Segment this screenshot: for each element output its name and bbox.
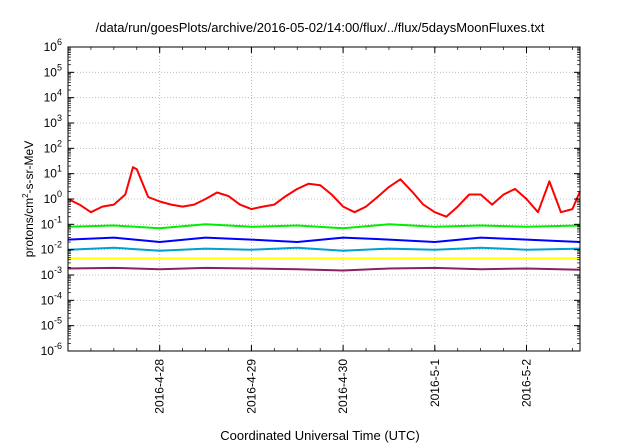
y-axis-label-main: protons/cm (22, 198, 36, 257)
y-tick-label: 104 (44, 88, 62, 105)
y-axis-label: protons/cm2-s-sr-MeV (21, 141, 36, 257)
y-tick-label: 10-1 (41, 214, 62, 231)
y-tick-label: 10-4 (41, 290, 62, 307)
y-tick-label: 10-6 (41, 341, 62, 358)
y-axis-label-rest: -s-sr-MeV (22, 141, 36, 194)
y-axis: 10-6 10-5 10-4 10-3 10-2 10-1 100 101 102 103 104 1… (41, 37, 580, 358)
y-tick-label: 101 (44, 164, 62, 181)
x-tick-label: 2016-5-2 (520, 359, 534, 407)
grid-lines (68, 47, 580, 351)
series-line-3 (67, 236, 581, 243)
y-tick-label: 102 (44, 138, 62, 155)
y-tick-label: 10-3 (41, 265, 62, 282)
y-tick-label: 106 (44, 37, 62, 54)
series-line-1 (67, 166, 581, 218)
chart-title: /data/run/goesPlots/archive/2016-05-02/1… (95, 20, 545, 35)
x-axis: 2016-4-28 2016-4-29 2016-4-30 2016-5-1 2016-… (90, 47, 573, 414)
series-line-4 (67, 246, 581, 252)
series-line-6 (67, 266, 581, 272)
x-tick-label: 2016-4-29 (244, 359, 258, 414)
series-lines (67, 166, 581, 272)
y-axis-label-superscript: 2 (21, 193, 30, 198)
y-tick-label: 100 (44, 189, 62, 206)
x-axis-label: Coordinated Universal Time (UTC) (220, 428, 420, 443)
x-tick-label: 2016-4-30 (336, 359, 350, 414)
y-tick-label: 105 (44, 62, 62, 79)
x-tick-label: 2016-5-1 (428, 359, 442, 407)
series-line-2 (67, 223, 581, 230)
y-tick-label: 10-2 (41, 240, 62, 257)
y-tick-label: 103 (44, 113, 62, 130)
y-tick-label: 10-5 (41, 316, 62, 333)
x-tick-label: 2016-4-28 (153, 359, 167, 414)
